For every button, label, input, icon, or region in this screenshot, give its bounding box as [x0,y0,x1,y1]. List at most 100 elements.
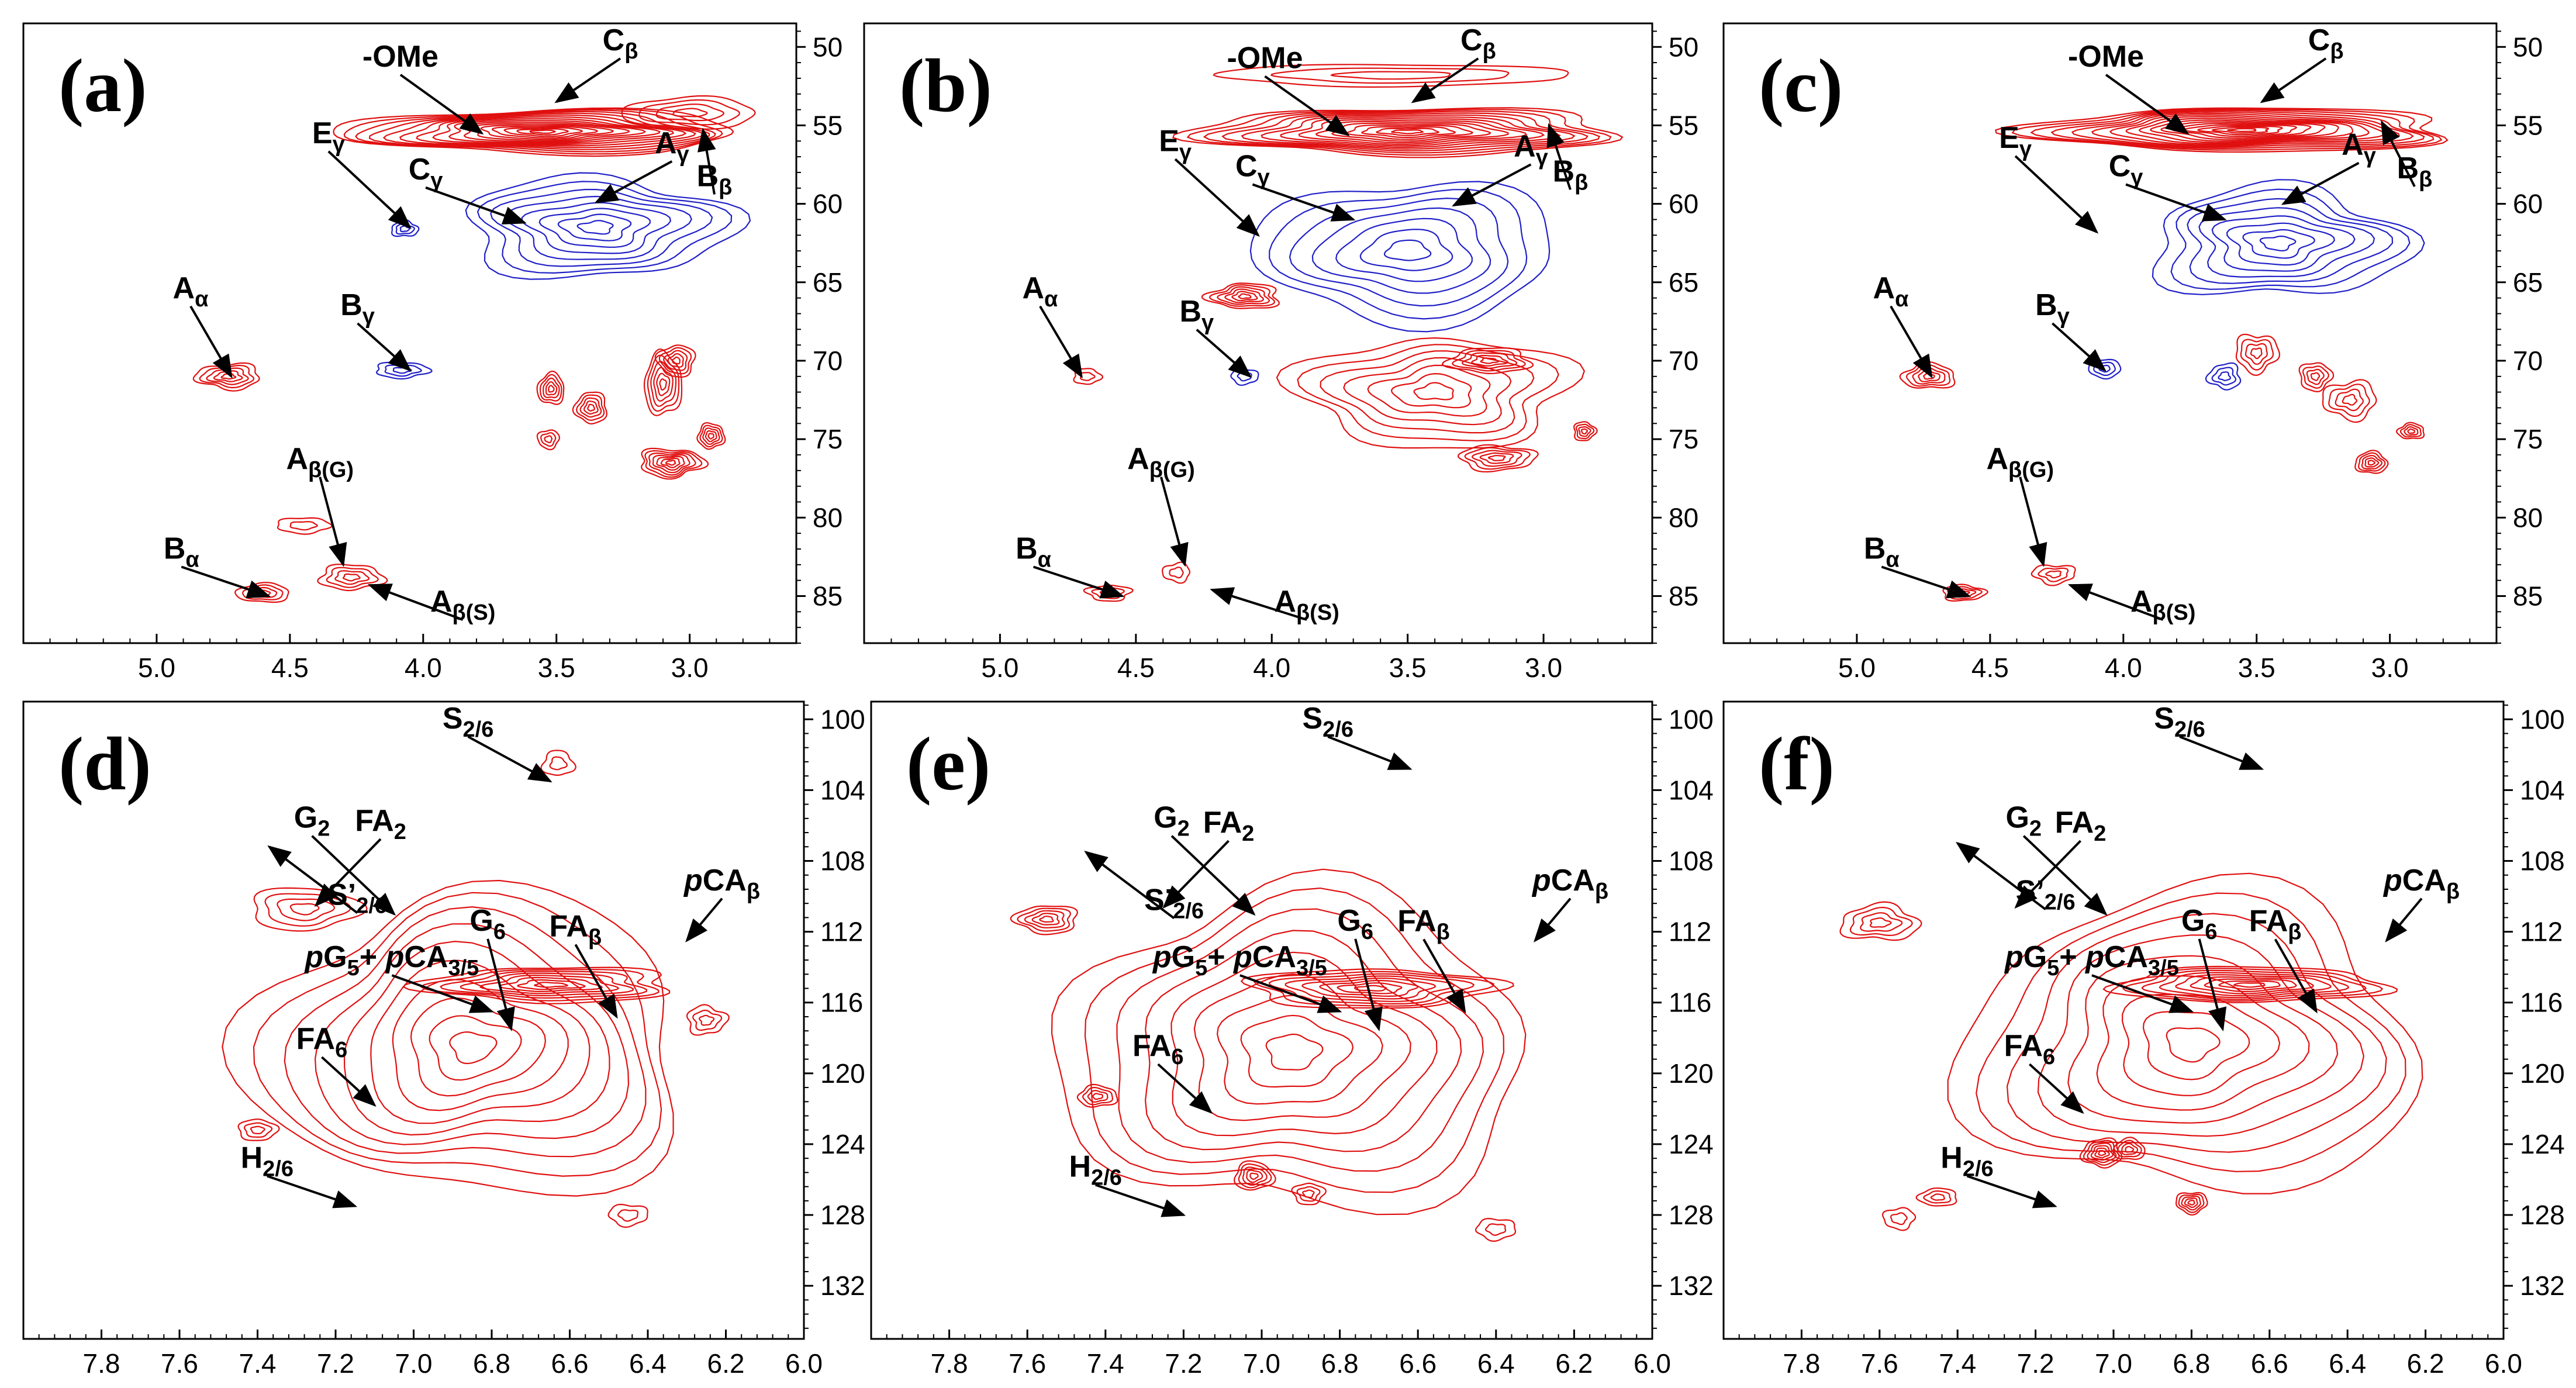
negative-contour [1335,217,1473,282]
positive-contour [652,454,690,474]
peak-annotation: S2/6 [2154,702,2264,770]
panel-label: (b) [899,44,992,128]
annotation-label: S’2/6 [1144,883,1204,923]
positive-contour [587,403,595,412]
positive-contour [2395,422,2425,440]
y-tick-label: 50 [2513,32,2543,62]
negative-contour [538,208,651,248]
annotation-arrow [1354,938,1383,1032]
positive-contour [660,457,681,468]
positive-contour [1573,421,1598,441]
positive-contour [702,427,720,445]
x-tick-label: 7.0 [2095,1348,2132,1379]
positive-contour [667,353,684,368]
peak-annotation: FA2 [1162,806,1254,909]
x-tick-label: 3.5 [538,652,575,683]
negative-contour [1249,181,1551,333]
annotation-arrow [2260,57,2327,103]
negative-contour [2242,229,2315,259]
positive-contour [2218,980,2281,990]
positive-contour [540,750,576,776]
annotation-arrow [1327,736,1413,770]
x-tick-label: 6.4 [2329,1348,2366,1379]
y-tick-label: 128 [2520,1200,2565,1230]
y-tick-label: 112 [2520,917,2563,947]
annotation-arrow [1170,835,1256,916]
positive-contour [1186,109,1612,156]
peak-annotation: G2 [2005,801,2108,916]
x-tick-label: 3.0 [671,652,709,683]
positive-contour [250,1125,265,1134]
positive-contour [1472,450,1522,467]
annotation-label: FA2 [355,804,406,844]
positive-contour [289,521,318,531]
annotation-arrow [1157,1063,1213,1114]
annotation-arrow [367,583,464,621]
positive-contour [234,582,289,603]
positive-contour [2050,109,2425,149]
negative-contour [2152,179,2425,295]
peak-annotation: Bγ [1179,295,1252,378]
y-tick-label: 70 [2513,346,2543,376]
peak-annotation: Bγ [2035,288,2107,372]
positive-contour [2322,379,2377,423]
positive-contour [1270,67,1510,84]
positive-contour [650,361,677,407]
positive-contour [2342,393,2358,406]
positive-contour [242,584,284,600]
x-tick-label: 6.6 [2251,1348,2288,1379]
annotation-arrow [1196,329,1252,378]
y-tick-label: 132 [820,1270,865,1301]
negative-contour [505,195,693,260]
plot-frame [1722,22,2498,644]
y-tick-label: 75 [1669,424,1698,454]
peak-annotation: -OMe [1227,42,1350,136]
x-tick-label: 4.5 [1971,652,2009,683]
positive-contour [2125,116,2370,144]
annotation-label: S2/6 [2154,702,2205,742]
y-tick-label: 60 [2513,189,2543,219]
peak-annotation: Aβ(S) [367,583,495,625]
annotation-label: Bα [1016,531,1051,572]
y-tick-label: 85 [813,581,842,611]
annotation-arrow [1881,565,1971,599]
positive-contour [692,1009,723,1031]
positive-contour [696,422,726,450]
positive-contour [656,372,671,396]
positive-contour [2404,426,2419,436]
peak-annotation: pCAβ [1531,864,1608,942]
positive-contour [2190,976,2315,995]
positive-contour [2354,450,2389,474]
annotation-label: Cβ [603,23,638,64]
y-tick-label: 50 [1669,32,1698,62]
positive-contour [1116,908,1484,1172]
peak-annotation: Cβ [554,23,638,103]
positive-contour [2166,1027,2221,1063]
positive-contour [2328,384,2370,417]
annotation-arrow [1160,477,1189,567]
positive-contour [1923,1190,1952,1204]
annotation-arrow [2091,974,2194,1013]
positive-contour [1361,126,1456,139]
positive-contour [333,107,734,157]
annotation-label: Aβ(S) [1274,585,1339,625]
peak-annotation: Aβ(G) [1986,442,2054,567]
positive-contour [222,879,674,1197]
positive-contour [2160,121,2326,140]
y-tick-label: 120 [820,1058,865,1089]
positive-contour [583,400,599,415]
x-tick-label: 6.4 [629,1348,667,1379]
positive-contour [1578,426,1591,437]
annotation-arrow [467,736,553,783]
positive-contour [392,979,569,1111]
positive-contour [2096,975,2310,1111]
positive-contour [607,1203,648,1228]
peak-annotation: FA2 [314,804,406,907]
peak-annotation: Aα [1873,271,1933,379]
annotation-arrow [2019,477,2047,567]
x-tick-label: 3.0 [2371,652,2409,683]
annotation-arrow [1956,841,2046,910]
x-tick-label: 6.6 [551,1348,589,1379]
annotation-label: Cγ [409,153,443,193]
positive-contour [368,111,710,150]
